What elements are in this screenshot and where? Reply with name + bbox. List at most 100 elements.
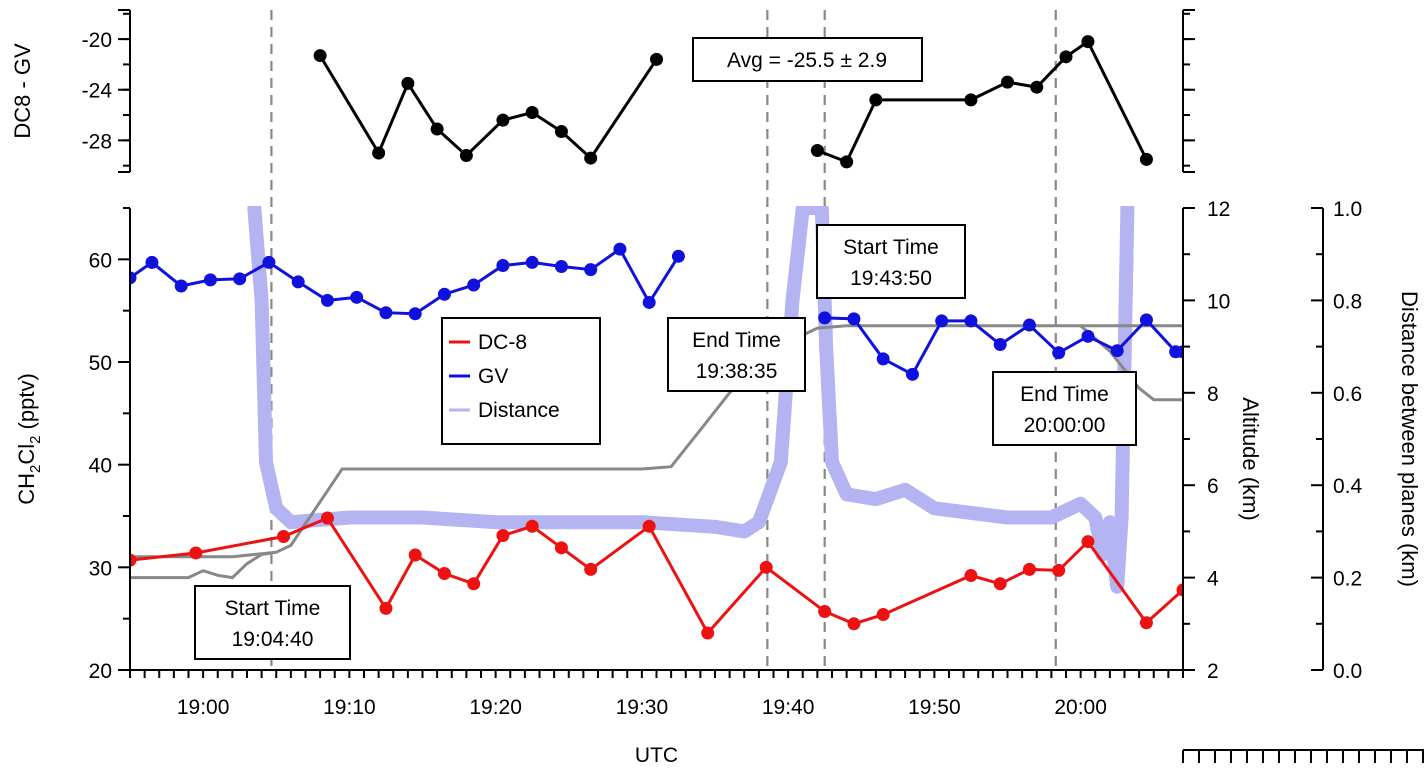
- time-annotation-value: 20:00:00: [1024, 414, 1106, 437]
- gv-series-point: [993, 338, 1007, 352]
- right-y-tick-label: 6: [1207, 475, 1219, 498]
- dc8-series-point: [1139, 616, 1153, 630]
- dc8-series-point: [818, 604, 832, 618]
- dc8-series-point: [1081, 535, 1095, 549]
- top-series-point: [525, 106, 539, 120]
- top-series-point: [459, 149, 473, 163]
- time-annotation-label: End Time: [692, 329, 781, 352]
- dc8-series-point: [277, 530, 291, 544]
- right-y-axis-title: Altitude (km): [1238, 397, 1263, 520]
- gv-series-point: [964, 314, 978, 328]
- legend-box: [441, 317, 601, 445]
- top-series-point: [650, 52, 663, 66]
- far-right-y-tick-label: 1.0: [1333, 198, 1362, 221]
- time-annotation: Start Time 19:04:40: [194, 585, 351, 660]
- gv-series-point: [262, 255, 276, 269]
- gv-series-point: [408, 307, 422, 321]
- dc8-series-point: [320, 511, 334, 525]
- time-annotation: End Time 19:38:35: [667, 317, 806, 392]
- top-series-point: [372, 146, 386, 160]
- dc8-series-point: [496, 529, 510, 543]
- main-plot-area: [130, 206, 1183, 640]
- top-series-point: [869, 93, 883, 107]
- far-right-y-tick-label: 0.2: [1333, 568, 1362, 591]
- x-tick-label: 19:20: [469, 696, 522, 719]
- gv-series-point: [437, 287, 451, 301]
- avg-annotation: Avg = -25.5 ± 2.9: [692, 37, 923, 82]
- far-right-y-tick-label: 0.8: [1333, 290, 1362, 313]
- dc8-series-point: [1022, 562, 1036, 576]
- x-tick-label: 19:30: [616, 696, 669, 719]
- gv-series-point: [818, 311, 832, 325]
- left-y-axis-title-part: CH: [14, 473, 39, 505]
- dc8-series-point: [584, 562, 598, 576]
- legend-label: DC-8: [478, 331, 527, 354]
- dc8-series-point: [847, 617, 861, 631]
- dc8-series-point: [554, 541, 568, 555]
- time-annotation-value: 19:38:35: [696, 360, 778, 383]
- far-right-y-tick-label: 0.4: [1333, 475, 1363, 498]
- left-y-axis-title-part: Cl: [14, 444, 39, 465]
- top-series-point: [964, 93, 978, 107]
- gv-series-point: [671, 249, 685, 263]
- legend-label: Distance: [478, 399, 560, 422]
- top-series-point: [1139, 152, 1153, 166]
- dc8-series-point: [993, 577, 1007, 591]
- far-right-y-tick-label: 0.0: [1333, 660, 1362, 683]
- gv-series-point: [379, 306, 393, 320]
- time-annotation-label: Start Time: [843, 236, 939, 259]
- right-y-tick-label: 12: [1207, 198, 1230, 221]
- legend: DC-8 GV Distance: [441, 317, 601, 445]
- x-axis-title: UTC: [635, 744, 678, 767]
- time-annotation-value: 19:43:50: [850, 267, 932, 290]
- gv-series-point: [935, 314, 949, 328]
- gv-series-point: [467, 278, 481, 292]
- left-y-tick-label: 60: [89, 249, 112, 272]
- x-tick-label: 19:10: [323, 696, 376, 719]
- gv-series-point: [905, 367, 919, 381]
- dc8-series-point: [379, 601, 393, 615]
- time-annotation-box: [992, 371, 1137, 446]
- top-y-tick-label: -28: [82, 130, 112, 153]
- legend-label: GV: [478, 365, 508, 388]
- gv-series-point: [876, 352, 890, 366]
- left-y-axis-title: CH2Cl2 (pptv): [14, 373, 44, 505]
- gv-series-point: [1139, 313, 1153, 327]
- gv-series-point: [1052, 346, 1066, 360]
- time-annotation-label: End Time: [1020, 383, 1109, 406]
- right-y-tick-label: 8: [1207, 383, 1219, 406]
- gv-series-point: [1022, 318, 1036, 332]
- far-right-y-tick-label: 0.6: [1333, 383, 1362, 406]
- dc8-series-point: [408, 548, 422, 562]
- top-series-point: [584, 151, 598, 165]
- dc8-series-point: [525, 519, 539, 533]
- right-y-tick-label: 2: [1207, 660, 1219, 683]
- top-series-point: [1059, 50, 1073, 64]
- dc8-series-point: [964, 569, 978, 583]
- top-series-point: [840, 155, 854, 169]
- left-y-axis-title-part: (pptv): [14, 373, 39, 435]
- time-annotation-box: [667, 317, 806, 392]
- gv-series-point: [174, 279, 188, 293]
- left-y-tick-label: 20: [89, 660, 112, 683]
- gv-series-point: [584, 263, 598, 277]
- avg-annotation-box: [692, 37, 923, 82]
- left-y-tick-label: 30: [89, 557, 112, 580]
- dc8-series-point: [467, 577, 481, 591]
- top-series-point: [810, 143, 824, 157]
- right-y-tick-label: 4: [1207, 568, 1219, 591]
- top-y-tick-label: -20: [82, 29, 112, 52]
- distance-series-line: [252, 206, 1130, 588]
- time-annotation-box: [816, 224, 966, 299]
- gv-series-point: [203, 273, 217, 287]
- dc8-series-point: [189, 546, 203, 560]
- x-tick-label: 19:50: [908, 696, 961, 719]
- avg-annotation-text: Avg = -25.5 ± 2.9: [727, 49, 887, 72]
- top-series-point: [401, 76, 415, 90]
- dc8-series-point: [876, 608, 890, 622]
- gv-series-point: [1176, 345, 1183, 359]
- left-y-axis-title-part: 2: [27, 436, 44, 444]
- altitude-series-line: [130, 550, 277, 580]
